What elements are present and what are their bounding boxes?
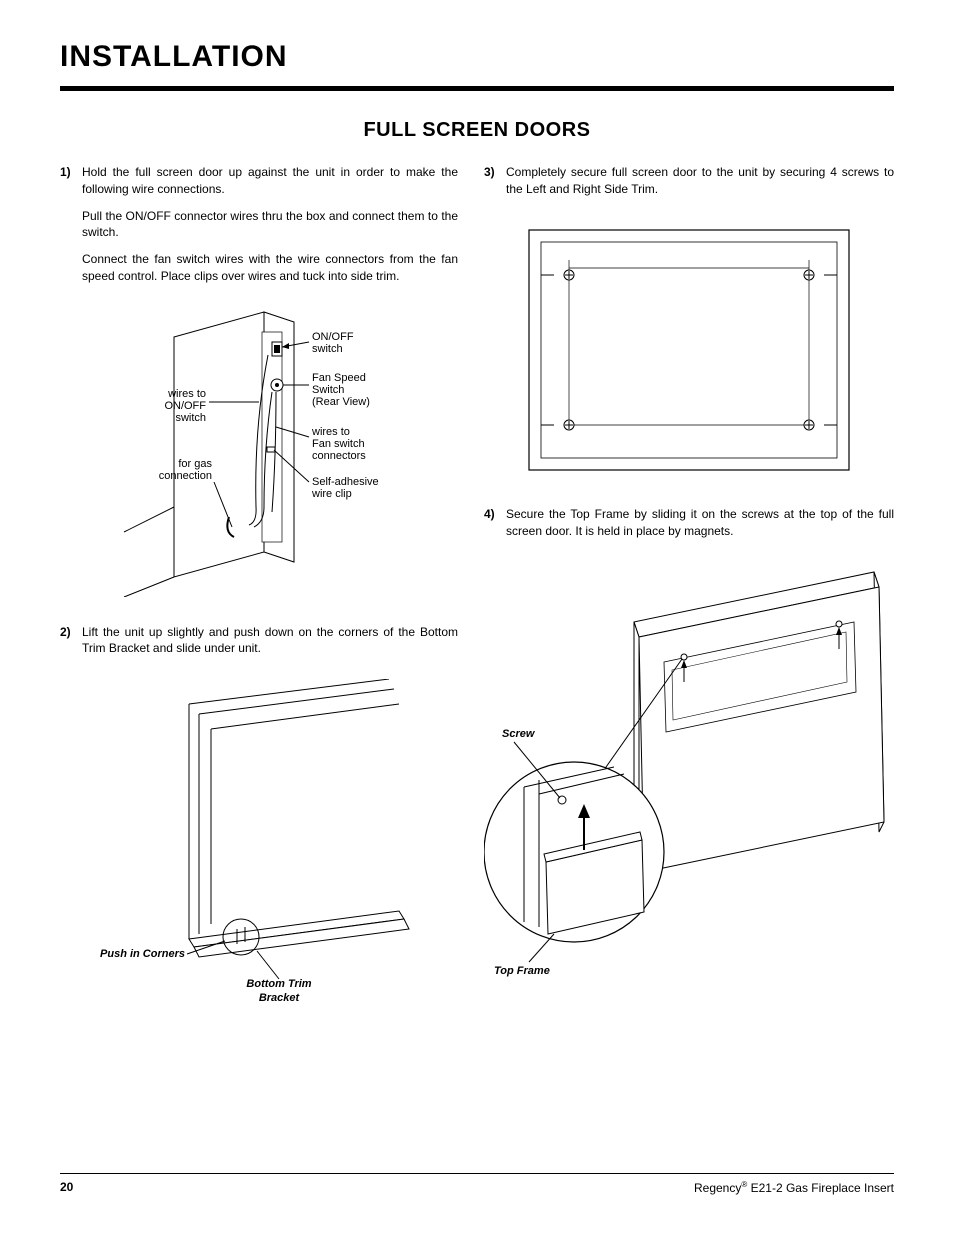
figure-3 [484,220,894,485]
step-1-p1: Hold the full screen door up against the… [82,164,458,198]
figure-2: Push in Corners Bottom TrimBracket [60,679,458,1024]
svg-text:wires toON/OFFswitch: wires toON/OFFswitch [164,388,206,424]
step-1: 1) Hold the full screen door up against … [60,164,458,295]
step-number: 3) [484,164,506,208]
step-body: Completely secure full screen door to th… [506,164,894,208]
right-column: 3) Completely secure full screen door to… [484,164,894,1046]
step-4: 4) Secure the Top Frame by sliding it on… [484,506,894,550]
step-number: 1) [60,164,82,295]
page-title: INSTALLATION [60,40,894,74]
label-screw: Screw [502,728,536,740]
step-2-p1: Lift the unit up slightly and push down … [82,624,458,658]
footer-brand: Regency® E21-2 Gas Fireplace Insert [694,1180,894,1195]
step-2: 2) Lift the unit up slightly and push do… [60,624,458,668]
page-footer: 20 Regency® E21-2 Gas Fireplace Insert [60,1173,894,1195]
label-push-corners: Push in Corners [100,948,185,960]
step-number: 2) [60,624,82,668]
horizontal-rule [60,86,894,91]
svg-text:wires toFan switchconnectors: wires toFan switchconnectors [311,426,366,462]
label-top-frame: Top Frame [494,965,550,977]
step-number: 4) [484,506,506,550]
figure-4: Screw Top Frame [484,562,894,987]
svg-text:for gasconnection: for gasconnection [159,458,213,482]
section-title: FULL SCREEN DOORS [60,119,894,142]
step-body: Secure the Top Frame by sliding it on th… [506,506,894,550]
content-columns: 1) Hold the full screen door up against … [60,164,894,1046]
svg-text:ON/OFFswitch: ON/OFFswitch [312,331,354,355]
label-bottom-trim: Bottom TrimBracket [246,978,311,1004]
step-body: Lift the unit up slightly and push down … [82,624,458,668]
svg-text:Self-adhesivewire clip: Self-adhesivewire clip [311,476,379,500]
page-number: 20 [60,1180,73,1195]
left-column: 1) Hold the full screen door up against … [60,164,458,1046]
step-3: 3) Completely secure full screen door to… [484,164,894,208]
step-1-p3: Connect the fan switch wires with the wi… [82,251,458,285]
step-body: Hold the full screen door up against the… [82,164,458,295]
svg-text:Fan SpeedSwitch(Rear View): Fan SpeedSwitch(Rear View) [312,372,370,408]
step-1-p2: Pull the ON/OFF connector wires thru the… [82,208,458,242]
step-3-p1: Completely secure full screen door to th… [506,164,894,198]
step-4-p1: Secure the Top Frame by sliding it on th… [506,506,894,540]
figure-1: ON/OFFswitch Fan SpeedSwitch(Rear View) … [60,307,458,602]
